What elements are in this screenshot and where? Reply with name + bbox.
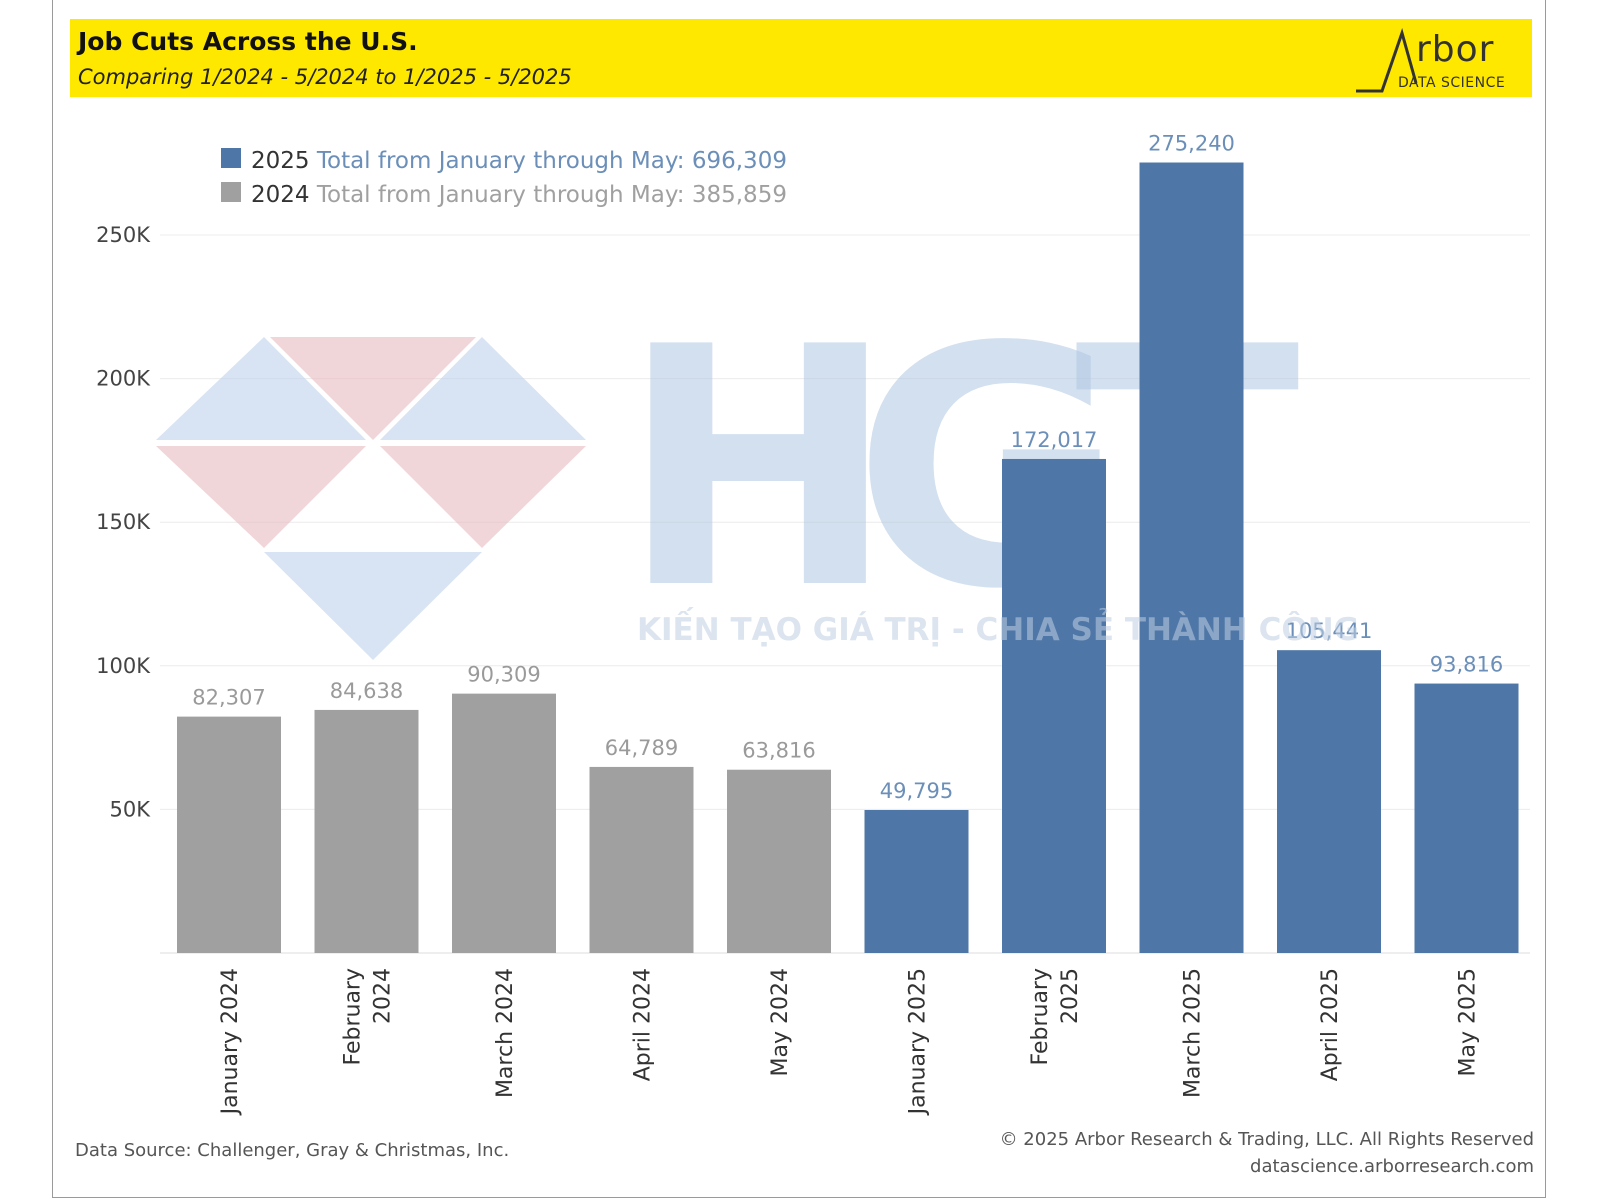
x-tick-label: March 2025 bbox=[1181, 968, 1206, 1098]
y-axis: 50K 100K 150K 200K 250K bbox=[96, 223, 151, 821]
watermark-shape bbox=[156, 446, 366, 548]
data-label: 84,638 bbox=[330, 679, 403, 703]
data-label: 105,441 bbox=[1286, 619, 1373, 643]
x-tick-line: 2025 bbox=[1058, 968, 1083, 1024]
title-banner: Job Cuts Across the U.S. Comparing 1/202… bbox=[70, 19, 1532, 97]
bars bbox=[177, 162, 1519, 953]
x-tick-line: February bbox=[341, 968, 366, 1066]
watermark-shape bbox=[270, 337, 476, 440]
bar-2025 bbox=[1414, 683, 1519, 953]
legend-item-2025: 2025 Total from January through May: 696… bbox=[251, 148, 787, 174]
logo-word: rbor bbox=[1416, 29, 1495, 70]
x-axis: January 2024 February 2024 March 2024 April … bbox=[218, 968, 1481, 1116]
logo-subtitle: DATA SCIENCE bbox=[1398, 75, 1506, 91]
x-tick-line: May 2024 bbox=[768, 968, 793, 1076]
copyright-block: © 2025 Arbor Research & Trading, LLC. Al… bbox=[1000, 1126, 1534, 1180]
watermark-shape bbox=[264, 552, 482, 660]
website-text: datascience.arborresearch.com bbox=[1250, 1156, 1534, 1177]
copyright-text: © 2025 Arbor Research & Trading, LLC. Al… bbox=[999, 1129, 1534, 1150]
chart-subtitle: Comparing 1/2024 - 5/2024 to 1/2025 - 5/… bbox=[78, 65, 572, 89]
arbor-logo-mark-icon bbox=[1356, 27, 1418, 93]
y-tick-label: 250K bbox=[96, 223, 151, 247]
x-tick-label: May 2024 bbox=[768, 968, 793, 1076]
data-label: 49,795 bbox=[880, 779, 953, 803]
data-label: 64,789 bbox=[605, 736, 678, 760]
x-tick-line: April 2025 bbox=[1318, 968, 1343, 1081]
x-tick-line: January 2024 bbox=[218, 968, 243, 1116]
bar-2025 bbox=[1002, 458, 1106, 953]
bar-2025 bbox=[864, 809, 969, 953]
x-tick-label: January 2025 bbox=[906, 968, 931, 1116]
y-tick-label: 150K bbox=[96, 510, 151, 534]
data-label: 90,309 bbox=[467, 663, 540, 687]
x-tick-label: February 2024 bbox=[341, 968, 396, 1066]
y-tick-label: 200K bbox=[96, 367, 151, 391]
watermark-shape bbox=[380, 446, 586, 548]
data-source: Data Source: Challenger, Gray & Christma… bbox=[75, 1140, 510, 1161]
x-tick-label: March 2024 bbox=[493, 968, 518, 1098]
x-tick-line: 2024 bbox=[371, 968, 396, 1024]
legend-year: 2024 bbox=[251, 182, 310, 208]
watermark-shape bbox=[156, 337, 366, 440]
bar-2025 bbox=[1277, 650, 1381, 953]
chart-title: Job Cuts Across the U.S. bbox=[78, 27, 418, 56]
legend-year: 2025 bbox=[251, 148, 310, 174]
legend: 2025 Total from January through May: 696… bbox=[221, 148, 787, 208]
x-tick-line: March 2025 bbox=[1181, 968, 1206, 1098]
bar-2024 bbox=[452, 693, 556, 953]
x-tick-label: January 2024 bbox=[218, 968, 243, 1116]
y-tick-label: 100K bbox=[96, 654, 151, 678]
y-tick-label: 50K bbox=[110, 797, 152, 821]
legend-text: Total from January through May: 696,309 bbox=[310, 148, 787, 174]
bar-2024 bbox=[177, 716, 281, 953]
bar-2024 bbox=[727, 769, 831, 953]
x-tick-label: April 2024 bbox=[631, 968, 656, 1081]
x-tick-label: May 2025 bbox=[1456, 968, 1481, 1076]
legend-text: Total from January through May: 385,859 bbox=[310, 182, 787, 208]
bar-2024 bbox=[589, 766, 694, 953]
watermark: HGT bbox=[156, 277, 1302, 661]
x-tick-line: April 2024 bbox=[631, 968, 656, 1081]
chart-frame bbox=[52, 0, 1546, 1198]
x-tick-label: April 2025 bbox=[1318, 968, 1343, 1081]
data-label: 82,307 bbox=[192, 686, 265, 710]
data-label: 275,240 bbox=[1148, 132, 1235, 156]
data-labels: 82,307 84,638 90,309 64,789 63,816 49,795 172,… bbox=[192, 132, 1503, 803]
watermark-tagline: KIẾN TẠO GIÁ TRỊ - CHIA SẺ THÀNH CÔNG bbox=[637, 612, 1360, 648]
x-tick-line: February bbox=[1028, 968, 1053, 1066]
x-tick-line: January 2025 bbox=[906, 968, 931, 1116]
legend-item-2024: 2024 Total from January through May: 385… bbox=[251, 182, 787, 208]
x-tick-line: May 2025 bbox=[1456, 968, 1481, 1076]
legend-swatch-2024 bbox=[221, 182, 241, 202]
data-label: 93,816 bbox=[1430, 653, 1503, 677]
x-tick-line: March 2024 bbox=[493, 968, 518, 1098]
arbor-logo: rbor DATA SCIENCE bbox=[1352, 23, 1522, 95]
bar-2025 bbox=[1139, 162, 1244, 953]
data-label: 172,017 bbox=[1011, 428, 1098, 452]
x-tick-label: February 2025 bbox=[1028, 968, 1083, 1066]
legend-swatch-2025 bbox=[221, 148, 241, 168]
watermark-shape bbox=[380, 337, 586, 440]
data-label: 63,816 bbox=[742, 739, 815, 763]
bar-2024 bbox=[314, 709, 419, 953]
